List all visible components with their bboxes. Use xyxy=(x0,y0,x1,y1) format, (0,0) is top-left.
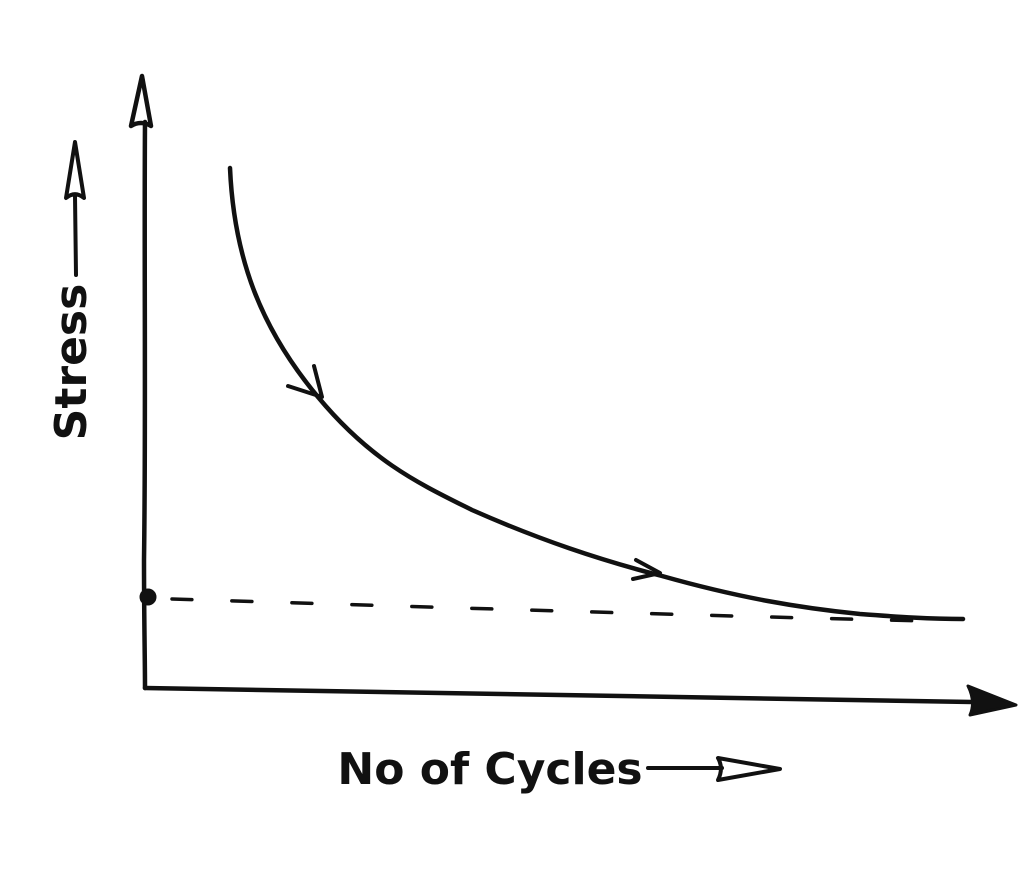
x-axis-line xyxy=(142,685,975,705)
y-axis-line xyxy=(141,119,148,691)
curve-direction-arrow-2 xyxy=(631,558,662,581)
endurance-limit-dot xyxy=(139,588,157,606)
x-axis-label: No of Cycles xyxy=(337,744,642,795)
y-axis-label: Stress xyxy=(46,284,97,441)
x-axis-arrowhead xyxy=(966,684,1018,717)
stress-label-arrow-shaft xyxy=(73,194,78,277)
sn-curve xyxy=(227,165,966,622)
curve-direction-arrow-1 xyxy=(286,364,324,399)
stress-label-arrowhead xyxy=(64,140,86,200)
y-axis-arrowhead xyxy=(128,73,154,129)
cycles-label-arrowhead xyxy=(716,756,782,782)
